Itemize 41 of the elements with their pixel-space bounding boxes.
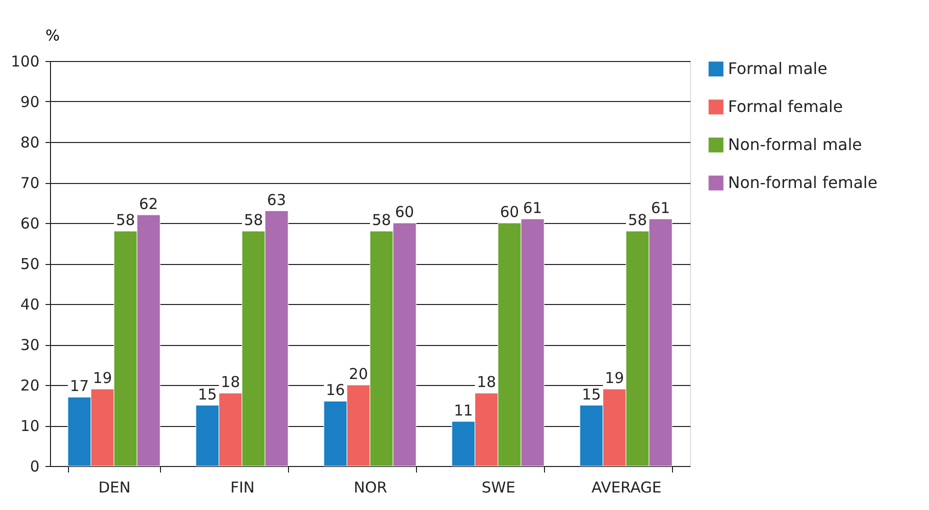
y-tick-label: 20 [20,376,40,394]
data-label: 63 [267,190,286,209]
y-tick-label: 0 [30,458,40,476]
y-tick-label: 50 [20,255,40,273]
data-label: 61 [523,198,542,217]
x-tick-label: DEN [98,478,131,496]
data-label: 19 [92,369,112,388]
x-tick-label: FIN [230,478,255,496]
y-tick-label: 30 [20,336,40,354]
data-label: 20 [348,365,368,383]
data-label: 58 [372,211,392,230]
data-label: 58 [244,211,264,230]
y-axis-title: % [46,26,60,44]
data-label: 18 [220,373,240,392]
data-label: 15 [582,385,601,404]
data-label: 58 [116,211,136,230]
y-tick-label: 100 [10,52,40,70]
data-label: 62 [139,194,158,213]
data-label: 60 [500,203,520,221]
data-label: 19 [604,369,624,388]
y-tick-label: 10 [20,417,40,435]
data-label: 17 [70,377,89,396]
data-label: 18 [476,373,496,392]
y-tick-label: 90 [20,93,40,111]
data-label: 60 [395,203,414,221]
legend-label: Non-formal male [728,135,862,154]
x-tick-label: AVERAGE [592,478,662,496]
data-label: 58 [628,211,648,230]
y-tick-label: 80 [20,134,40,152]
data-label: 16 [326,381,345,400]
data-label: 11 [454,401,473,420]
legend-label: Formal male [728,59,828,78]
data-label: 15 [198,385,217,404]
x-tick-label: NOR [354,478,388,496]
y-tick-label: 60 [20,214,40,232]
legend-label: Non-formal female [728,173,878,192]
data-label: 61 [651,198,670,217]
y-tick-label: 70 [20,174,40,192]
y-tick-label: 40 [20,296,40,314]
legend-label: Formal female [728,97,843,116]
x-tick-label: SWE [482,478,516,496]
